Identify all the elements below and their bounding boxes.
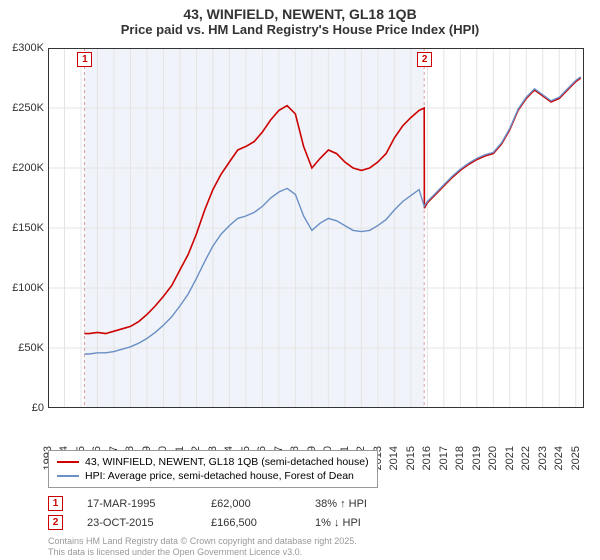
sale-marker-flag: 1 [77, 52, 92, 67]
y-tick-label: £150K [12, 222, 44, 234]
chart-svg [48, 48, 584, 408]
legend-label: HPI: Average price, semi-detached house,… [85, 470, 354, 482]
x-tick-label: 2018 [454, 446, 466, 470]
x-axis-labels: 1993199419951996199719981999200020012002… [48, 410, 584, 448]
sale-date: 23-OCT-2015 [87, 517, 187, 529]
chart-title: 43, WINFIELD, NEWENT, GL18 1QB [0, 0, 600, 22]
x-tick-label: 2020 [487, 446, 499, 470]
x-tick-label: 2023 [537, 446, 549, 470]
sale-hpi-delta: 38% ↑ HPI [315, 498, 415, 510]
legend-label: 43, WINFIELD, NEWENT, GL18 1QB (semi-det… [85, 456, 369, 468]
x-tick-label: 2015 [405, 446, 417, 470]
y-tick-label: £0 [32, 402, 44, 414]
sale-row: 1 17-MAR-1995 £62,000 38% ↑ HPI [48, 494, 415, 513]
x-tick-label: 2021 [504, 446, 516, 470]
y-tick-label: £200K [12, 162, 44, 174]
legend-swatch [57, 475, 79, 477]
y-tick-label: £250K [12, 102, 44, 114]
legend-item: HPI: Average price, semi-detached house,… [57, 469, 369, 483]
sale-row: 2 23-OCT-2015 £166,500 1% ↓ HPI [48, 513, 415, 532]
y-tick-label: £100K [12, 282, 44, 294]
legend-swatch [57, 461, 79, 463]
x-tick-label: 2025 [570, 446, 582, 470]
x-tick-label: 2022 [520, 446, 532, 470]
sale-marker-box: 2 [48, 515, 63, 530]
footer-line-1: Contains HM Land Registry data © Crown c… [48, 536, 357, 547]
x-tick-label: 2024 [553, 446, 565, 470]
x-tick-label: 2019 [471, 446, 483, 470]
x-tick-label: 2017 [438, 446, 450, 470]
sale-date: 17-MAR-1995 [87, 498, 187, 510]
x-tick-label: 2014 [388, 446, 400, 470]
sale-price: £62,000 [211, 498, 291, 510]
legend-item: 43, WINFIELD, NEWENT, GL18 1QB (semi-det… [57, 455, 369, 469]
sale-hpi-delta: 1% ↓ HPI [315, 517, 415, 529]
chart-container: 43, WINFIELD, NEWENT, GL18 1QB Price pai… [0, 0, 600, 560]
y-tick-label: £300K [12, 42, 44, 54]
sale-marker-flag: 2 [417, 52, 432, 67]
y-tick-label: £50K [18, 342, 44, 354]
x-tick-label: 2016 [421, 446, 433, 470]
chart-plot-area: 12 [48, 48, 584, 408]
y-axis-labels: £0£50K£100K£150K£200K£250K£300K [0, 48, 46, 408]
legend-box: 43, WINFIELD, NEWENT, GL18 1QB (semi-det… [48, 450, 378, 488]
footer-line-2: This data is licensed under the Open Gov… [48, 547, 357, 558]
sale-price: £166,500 [211, 517, 291, 529]
chart-subtitle: Price paid vs. HM Land Registry's House … [0, 22, 600, 41]
sales-table: 1 17-MAR-1995 £62,000 38% ↑ HPI 2 23-OCT-2015… [48, 494, 415, 532]
footer-attribution: Contains HM Land Registry data © Crown c… [48, 536, 357, 558]
sale-marker-box: 1 [48, 496, 63, 511]
